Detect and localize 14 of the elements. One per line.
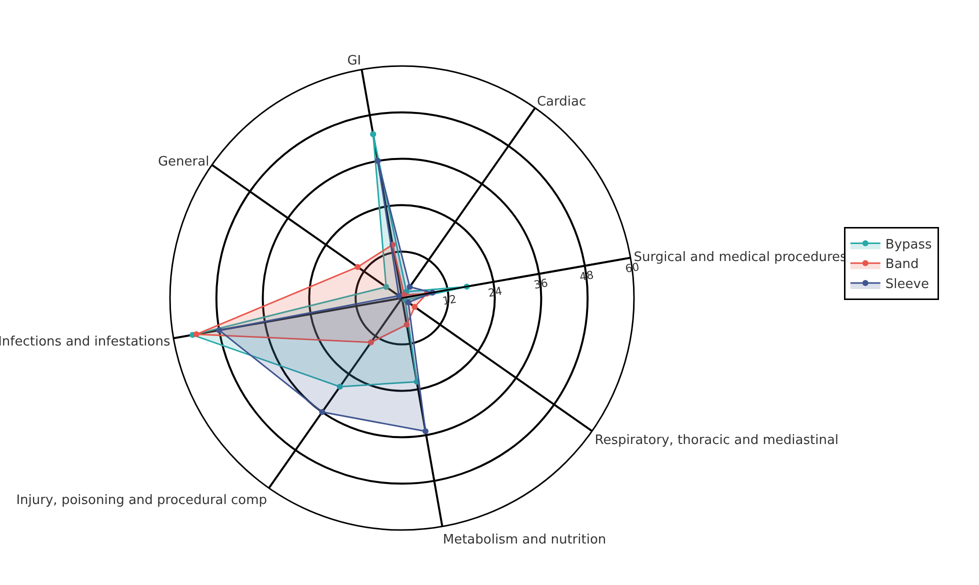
legend-label: Bypass: [885, 237, 932, 252]
legend-label: Band: [885, 257, 919, 272]
spoke-label: Cardiac: [536, 94, 586, 110]
spoke-label: General: [158, 154, 210, 170]
spoke-label: Respiratory, thoracic and mediastinal: [594, 433, 839, 448]
legend-label: Sleeve: [885, 277, 929, 292]
spoke-label: Metabolism and nutrition: [442, 532, 606, 548]
y-tick-label: 48: [578, 268, 595, 284]
y-tick-label: 24: [487, 284, 504, 300]
spoke-label: Injury, poisoning and procedural comp: [16, 493, 268, 508]
spoke-label: GI: [347, 53, 362, 68]
y-tick-label: 12: [441, 292, 458, 308]
y-tick-label: 36: [532, 276, 549, 292]
y-tick-label: 60: [624, 260, 640, 276]
